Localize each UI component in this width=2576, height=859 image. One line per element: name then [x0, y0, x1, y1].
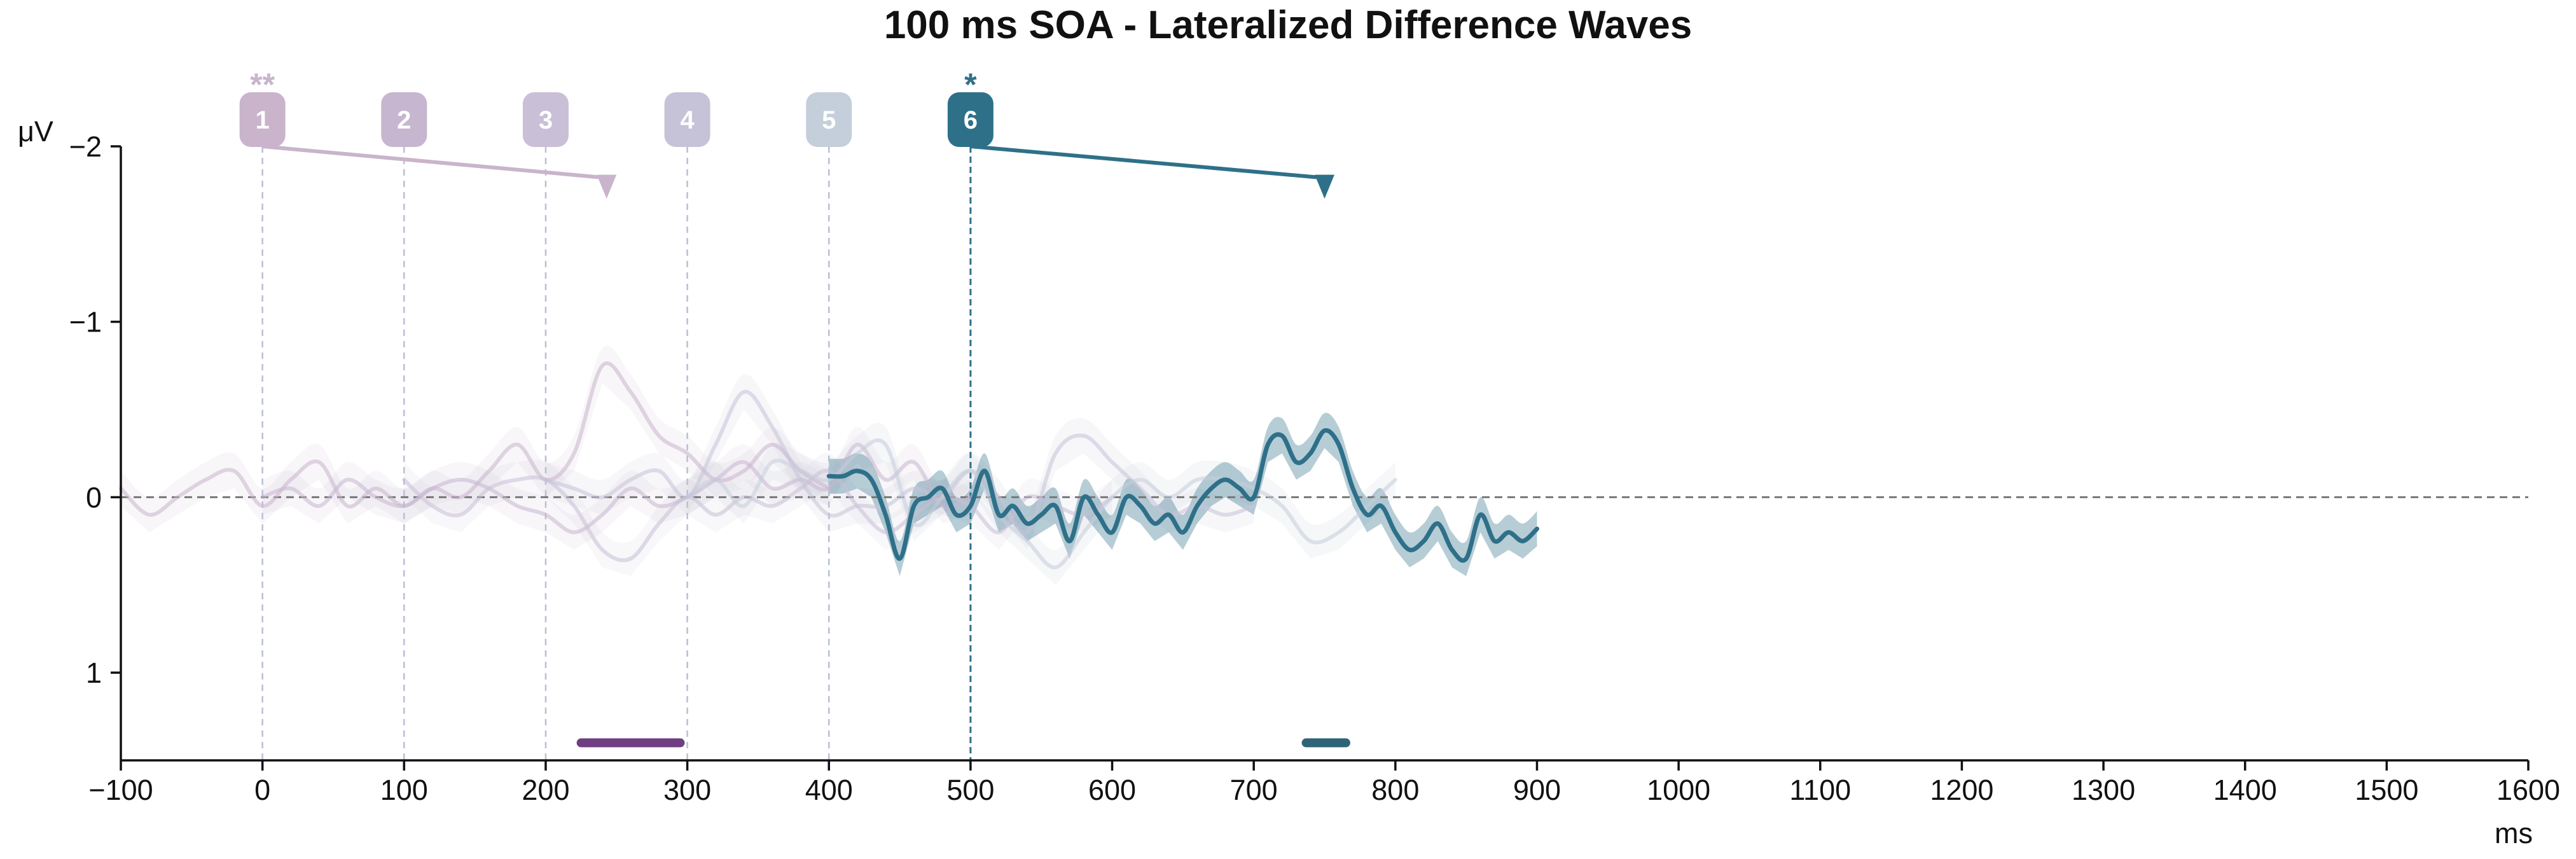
onset-badge-4	[664, 92, 710, 147]
x-tick-label: 1500	[2355, 774, 2418, 806]
confidence-band-5	[687, 423, 1395, 585]
x-tick-label: 1600	[2496, 774, 2560, 806]
x-tick-label: 1300	[2072, 774, 2135, 806]
x-tick-label: 200	[522, 774, 569, 806]
latency-arrow-head-1	[597, 174, 617, 199]
x-tick-label: −100	[88, 774, 153, 806]
x-tick-label: 1400	[2213, 774, 2277, 806]
confidence-band-4	[545, 374, 1254, 550]
x-tick-label: 1100	[1789, 774, 1851, 806]
latency-arrow-line-6	[970, 144, 1325, 180]
x-tick-label: 1200	[1930, 774, 1993, 806]
x-tick-label: 1000	[1647, 774, 1710, 806]
series-line-3	[402, 468, 1114, 562]
series-line-4	[543, 389, 1256, 536]
x-tick-label: 700	[1230, 774, 1278, 806]
y-tick-label: −1	[69, 306, 102, 339]
y-axis-unit: μV	[18, 115, 53, 148]
latency-arrows	[262, 144, 1334, 199]
latency-arrow-line-1	[262, 144, 607, 180]
series-line-6	[826, 428, 1539, 563]
y-tick-label: 1	[86, 657, 102, 689]
y-tick-label: 0	[86, 481, 102, 513]
confidence-band-3	[404, 452, 1112, 576]
x-tick-label: 800	[1371, 774, 1419, 806]
axes: −2 −1 0 1 −100 0 100 200 300 400 500 600 700 800 900 10…	[69, 130, 2560, 806]
onset-badge-label-6: 6	[964, 106, 978, 134]
series-line-1	[119, 361, 831, 517]
x-axis-unit: ms	[2495, 817, 2533, 849]
x-tick-label: 500	[946, 774, 994, 806]
series-lines	[119, 361, 1539, 569]
significance-stars-1: **	[250, 67, 275, 102]
significance-stars-6: *	[964, 67, 977, 102]
x-tick-label: 900	[1513, 774, 1561, 806]
onset-badge-5	[806, 92, 852, 147]
y-tick-label: −2	[69, 130, 102, 163]
onset-badge-label-1: 1	[256, 106, 270, 134]
x-tick-label: 600	[1088, 774, 1136, 806]
onset-badge-label-5: 5	[822, 106, 836, 134]
series-line-5	[685, 438, 1397, 569]
onset-badge-2	[381, 92, 427, 147]
onset-badge-6	[947, 92, 994, 147]
x-tick-label: 100	[380, 774, 428, 806]
onset-badge-label-3: 3	[539, 106, 553, 134]
x-tick-label: 0	[254, 774, 270, 806]
onset-badge-label-2: 2	[397, 106, 411, 134]
onset-badge-label-4: 4	[680, 106, 695, 134]
confidence-band-1	[121, 346, 829, 533]
onset-badge-1	[239, 92, 286, 147]
onset-badge-3	[522, 92, 569, 147]
x-tick-label: 300	[663, 774, 711, 806]
chart-title: 100 ms SOA - Lateralized Difference Wave…	[884, 3, 1692, 47]
x-tick-label: 400	[805, 774, 853, 806]
series-line-2	[260, 442, 973, 534]
onset-guides	[261, 146, 972, 760]
onset-markers: 1 ** 2 3 4 5 6 *	[239, 67, 994, 147]
latency-arrow-head-6	[1315, 174, 1334, 199]
